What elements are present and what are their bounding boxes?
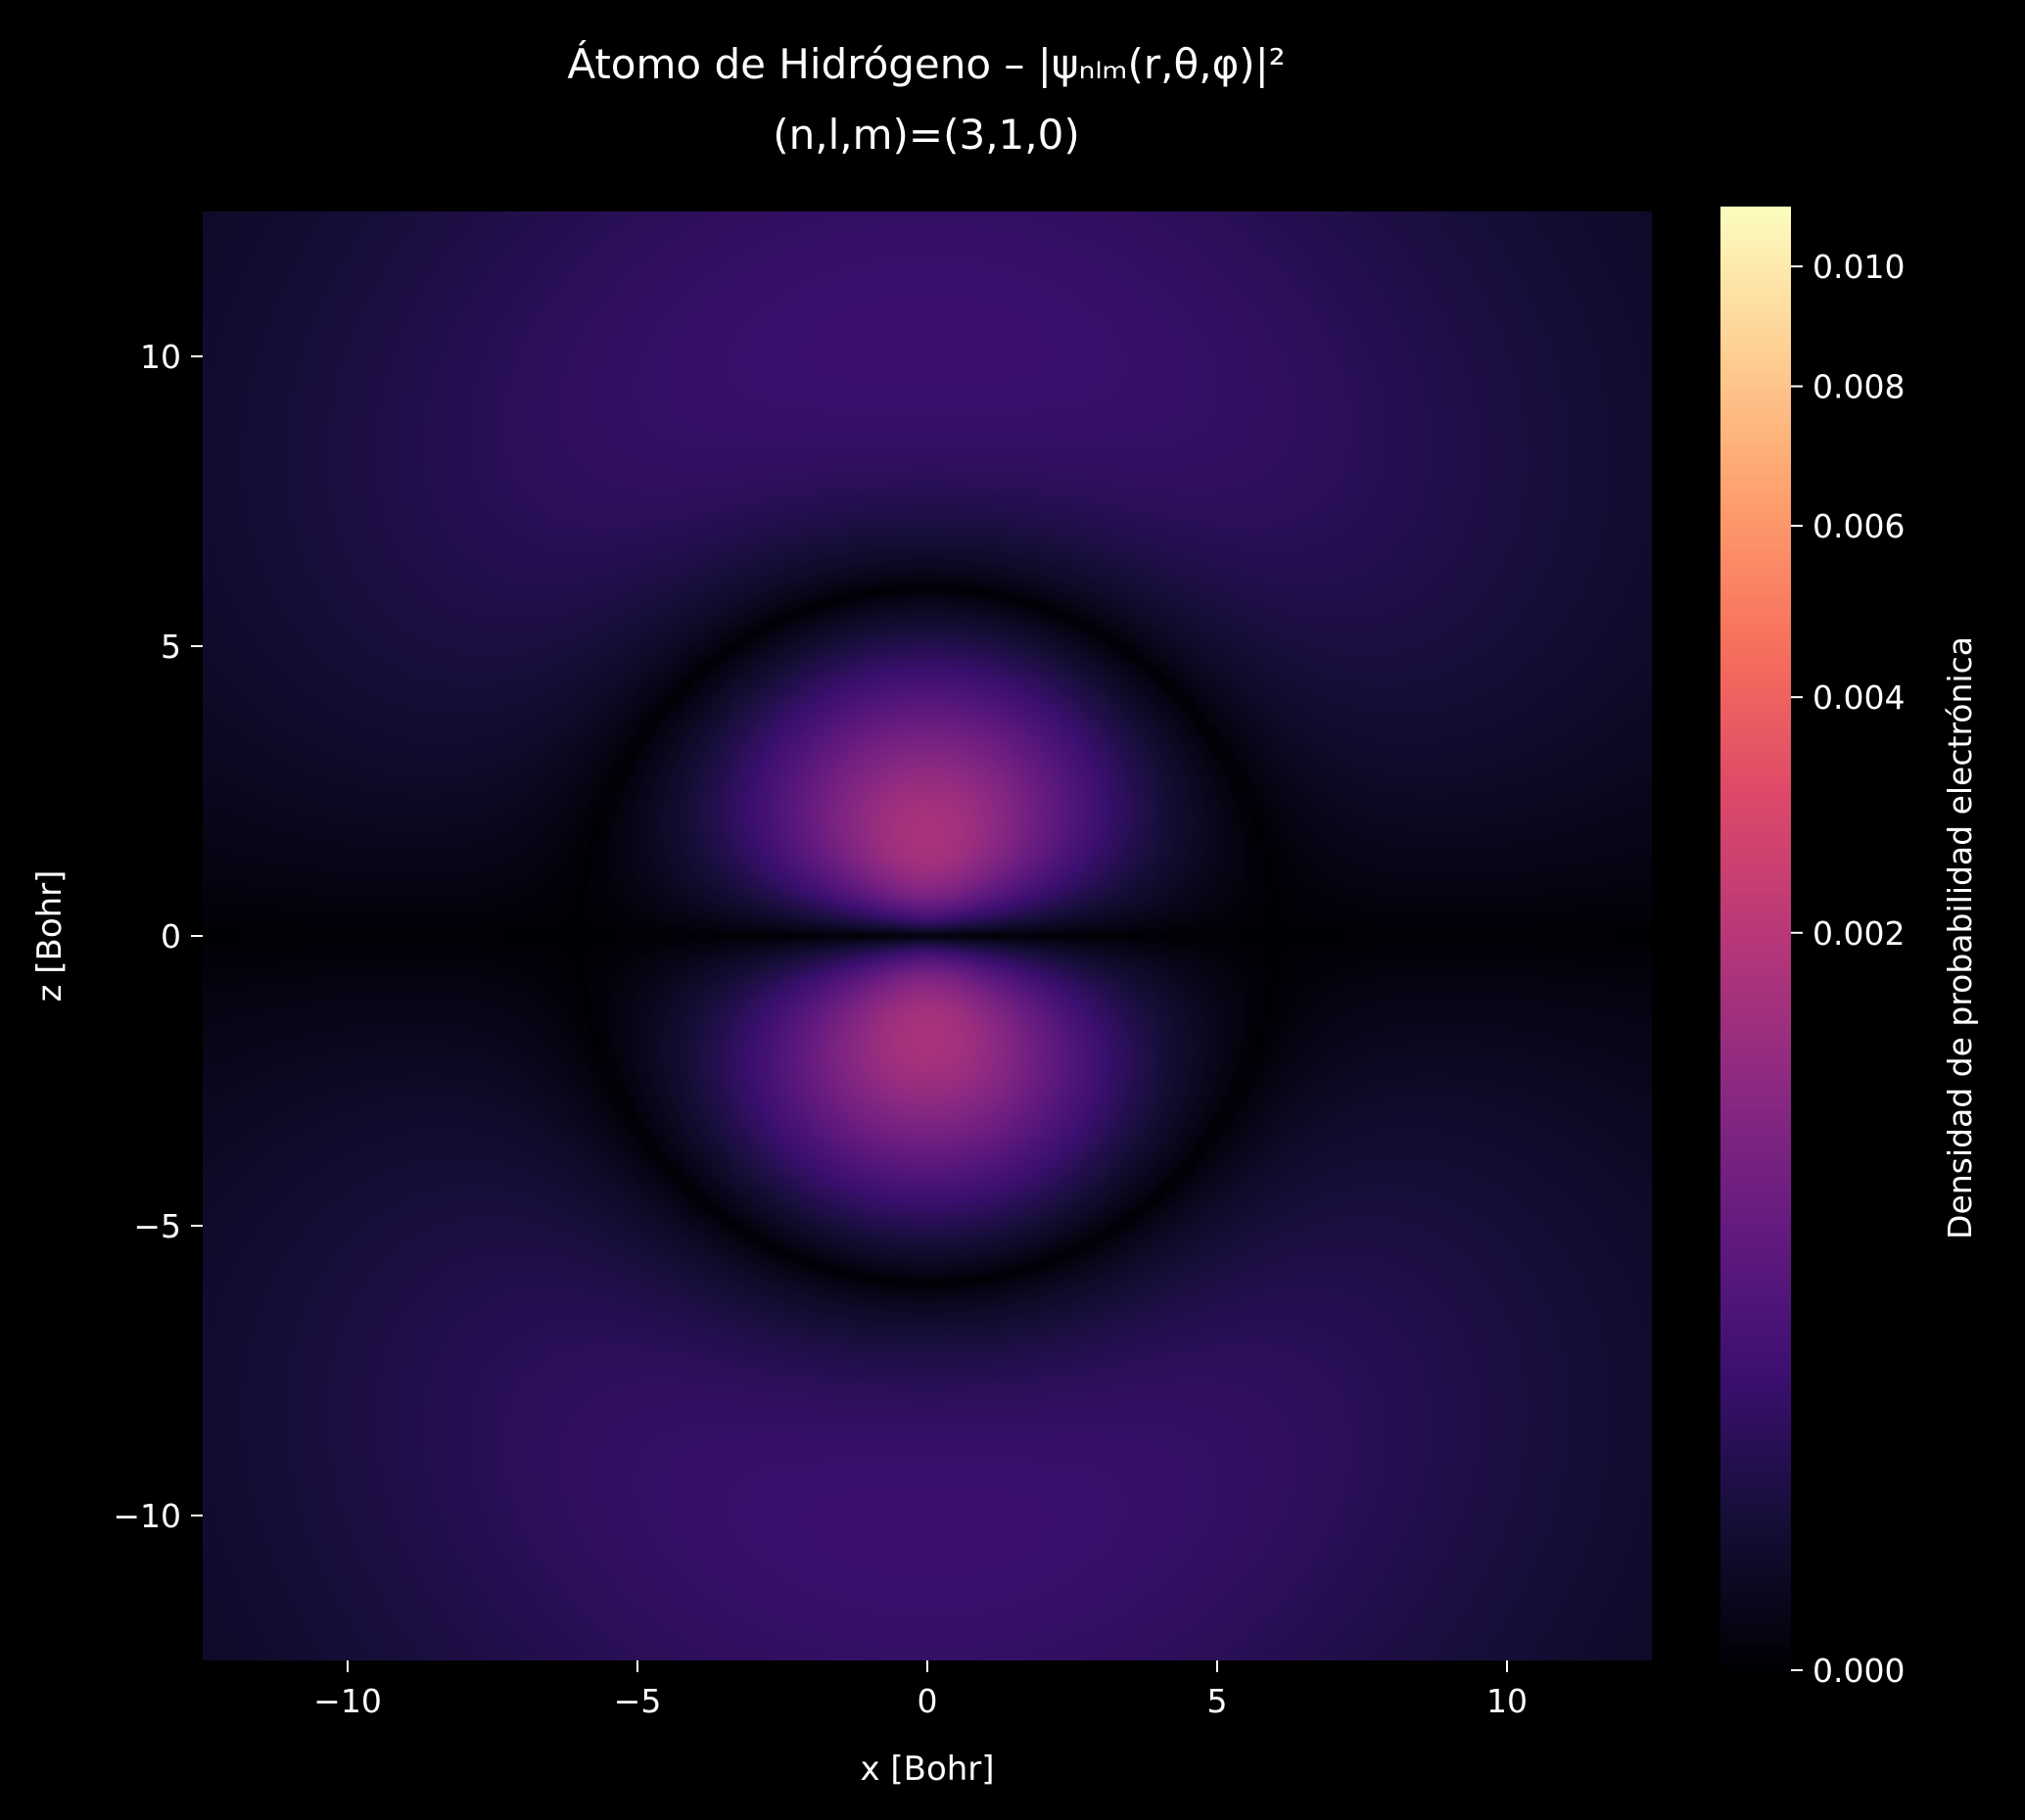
colorbar-canvas [1720, 207, 1791, 1670]
colorbar-tick-label: 0.008 [1813, 368, 1905, 406]
x-axis-label: x [Bohr] [860, 1750, 994, 1789]
x-tick-label: 10 [1486, 1682, 1528, 1720]
colorbar-tick-label: 0.002 [1813, 914, 1905, 953]
y-axis-label: z [Bohr] [30, 870, 70, 1003]
x-tick-label: 0 [918, 1682, 938, 1720]
x-tick-label: −5 [614, 1682, 662, 1720]
colorbar-tick-label: 0.000 [1813, 1652, 1905, 1690]
colorbar-ticks: 0.000 0.002 0.004 0.006 0.008 0.010 [1791, 248, 1905, 1690]
colorbar-label: Densidad de probabilidad electrónica [1941, 636, 1979, 1239]
y-tick-label: 10 [140, 338, 181, 376]
y-tick-label: −5 [133, 1207, 181, 1245]
chart-title: Átomo de Hidrógeno – |ψₙₗₘ(r,θ,φ)|² [567, 39, 1285, 88]
x-tick-label: −10 [313, 1682, 382, 1720]
y-axis: −10 −5 0 5 10 [113, 338, 203, 1535]
plot-area [203, 211, 1652, 1660]
colorbar-tick-label: 0.010 [1813, 248, 1905, 286]
chart-subtitle: (n,l,m)=(3,1,0) [773, 111, 1080, 159]
y-tick-label: 5 [161, 628, 181, 666]
heatmap-canvas [203, 211, 1652, 1660]
x-tick-label: 5 [1207, 1682, 1228, 1720]
colorbar-gradient [1720, 207, 1791, 1670]
heatmap [203, 211, 1652, 1660]
colorbar-tick-label: 0.004 [1813, 678, 1905, 717]
colorbar: 0.000 0.002 0.004 0.006 0.008 0.010 Densidad … [1720, 207, 1979, 1690]
x-axis: −10 −5 0 5 10 [313, 1660, 1528, 1720]
y-tick-label: −10 [113, 1497, 181, 1535]
y-tick-label: 0 [161, 917, 181, 956]
colorbar-tick-label: 0.006 [1813, 507, 1905, 545]
